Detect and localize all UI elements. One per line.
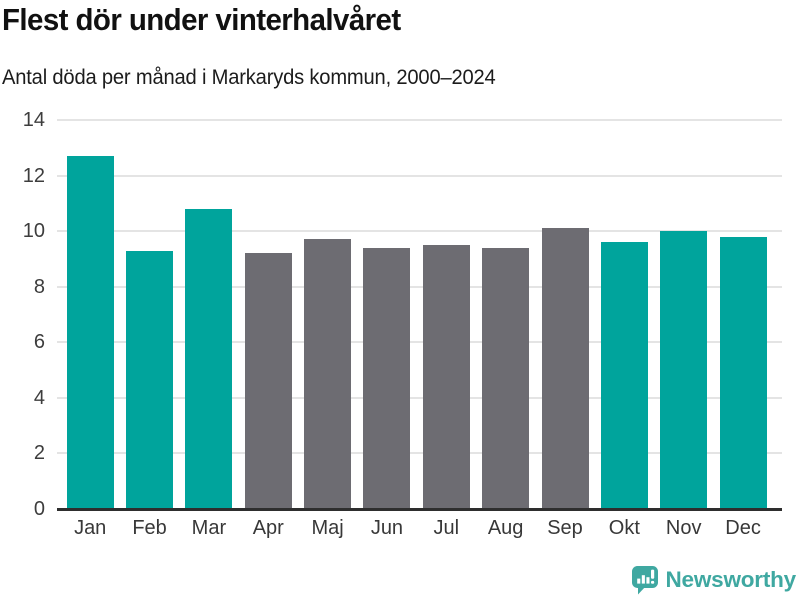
bar-aug xyxy=(482,247,530,509)
y-axis-tick-label-4: 4 xyxy=(33,386,45,409)
gridline-y-8 xyxy=(57,285,782,288)
bar-jun xyxy=(363,247,411,509)
gridline-y-12 xyxy=(57,174,782,177)
y-axis-tick-label-12: 12 xyxy=(22,164,45,187)
newsworthy-logo-icon xyxy=(632,565,659,595)
gridline-y-10 xyxy=(57,230,782,233)
bar-okt xyxy=(600,242,648,509)
x-axis-tick-label-jul: Jul xyxy=(433,517,460,539)
chart-title: Flest dör under vinterhalvåret xyxy=(2,2,401,37)
x-axis-baseline xyxy=(57,507,782,511)
gridline-y-6 xyxy=(57,341,782,344)
bar-nov xyxy=(660,231,708,509)
x-axis-tick-label-feb: Feb xyxy=(132,517,167,539)
y-axis-tick-label-6: 6 xyxy=(33,331,45,354)
x-axis-tick-label-jun: Jun xyxy=(370,517,404,539)
x-axis-tick-label-apr: Apr xyxy=(252,517,284,539)
x-axis-tick-label-aug: Aug xyxy=(487,517,524,539)
bar-mar xyxy=(185,208,233,509)
gridline-y-2 xyxy=(57,452,782,455)
y-axis-tick-label-8: 8 xyxy=(33,275,45,298)
bar-apr xyxy=(244,253,292,509)
branding-footer: Newsworthy xyxy=(632,564,796,596)
x-axis-tick-label-jan: Jan xyxy=(74,517,107,539)
y-axis-tick-label-10: 10 xyxy=(22,220,45,243)
y-axis-tick-label-0: 0 xyxy=(33,498,45,520)
y-axis-tick-label-2: 2 xyxy=(33,442,45,465)
x-axis-tick-label-nov: Nov xyxy=(665,517,702,539)
bar-jan xyxy=(66,156,114,509)
brand-name: Newsworthy xyxy=(665,567,796,592)
gridline-y-4 xyxy=(57,396,782,399)
bar-maj xyxy=(304,239,352,509)
chart-subtitle: Antal döda per månad i Markaryds kommun,… xyxy=(2,66,496,89)
bar-feb xyxy=(126,250,174,509)
x-axis-tick-label-sep: Sep xyxy=(547,517,583,539)
x-axis-tick-label-okt: Okt xyxy=(608,517,640,539)
bar-sep xyxy=(541,228,589,509)
x-axis-tick-label-dec: Dec xyxy=(725,517,761,539)
y-axis-tick-label-14: 14 xyxy=(22,109,45,131)
bar-dec xyxy=(719,236,767,509)
x-axis-tick-label-mar: Mar xyxy=(191,517,227,539)
gridline-y-14 xyxy=(57,119,782,121)
bar-jul xyxy=(422,245,470,509)
x-axis-tick-label-maj: Maj xyxy=(311,517,344,539)
